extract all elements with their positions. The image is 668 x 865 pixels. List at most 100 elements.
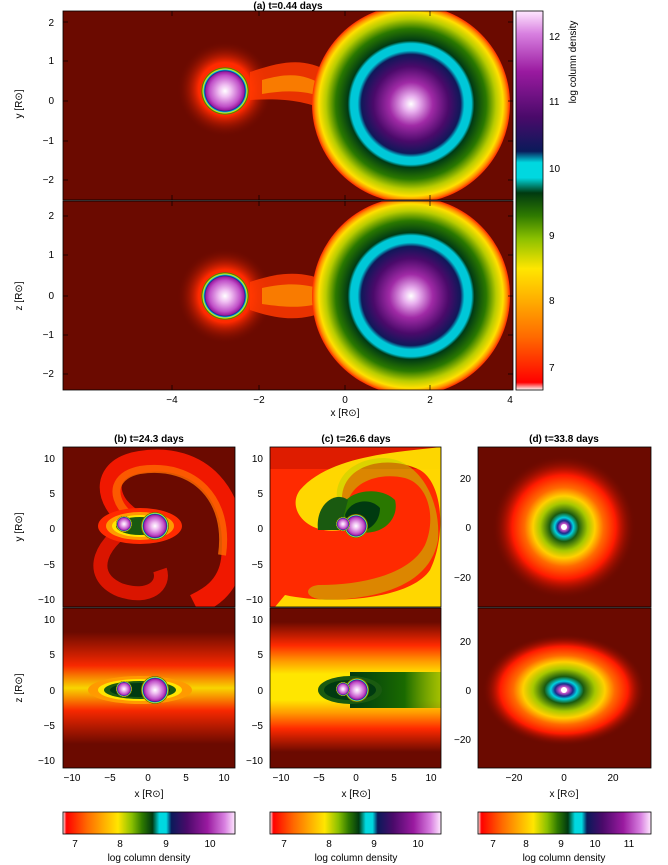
colorbar-tick-label: 12	[549, 32, 561, 43]
colorbar-tick-label: 8	[523, 839, 529, 850]
panel-b-title: (b) t=24.3 days	[114, 434, 184, 445]
tick-label: 0	[342, 395, 348, 406]
tick-label: −5	[44, 560, 56, 571]
panel-c-upper-giant	[344, 514, 368, 538]
panel-b-lower-ylabel: z [R⊙]	[14, 673, 25, 702]
panel-a-colorbar-ticks: 12 11 10 9 8 7	[549, 32, 561, 374]
tick-label: 0	[48, 291, 54, 302]
tick-label: −20	[506, 773, 523, 784]
panel-c-lower-y-ticks: 10 5 0 −5 −10	[246, 615, 263, 767]
colorbar-tick-label: 10	[549, 164, 561, 175]
panel-d-xlabel: x [R⊙]	[550, 789, 579, 800]
panel-a-colorbar-label: log column density	[568, 21, 579, 104]
tick-label: 10	[252, 615, 264, 626]
panel-d-lower-core	[561, 687, 567, 693]
panel-a-lower-giant	[312, 201, 510, 390]
tick-label: 2	[48, 211, 54, 222]
tick-label: 0	[48, 96, 54, 107]
tick-label: −10	[38, 756, 55, 767]
tick-label: −2	[43, 175, 55, 186]
tick-label: −5	[252, 560, 264, 571]
tick-label: −20	[454, 735, 471, 746]
colorbar-tick-label: 11	[549, 97, 560, 108]
panel-a-lower-plot	[63, 201, 513, 390]
panel-a-upper-compact	[201, 67, 249, 115]
tick-label: −5	[104, 773, 116, 784]
panel-c-xlabel: x [R⊙]	[342, 789, 371, 800]
tick-label: 5	[391, 773, 397, 784]
panel-d-colorbar	[477, 811, 652, 835]
tick-label: 1	[48, 56, 54, 67]
panel-d-upper-y-ticks: 20 0 −20	[454, 474, 471, 584]
tick-label: −4	[166, 395, 178, 406]
panel-b-upper-companion	[116, 516, 132, 532]
tick-label: 5	[257, 489, 263, 500]
colorbar-tick-label: 7	[72, 839, 78, 850]
colorbar-tick-label: 10	[204, 839, 216, 850]
colorbar-tick-label: 8	[549, 296, 555, 307]
tick-label: 5	[49, 650, 55, 661]
panel-c-upper-companion	[336, 517, 350, 531]
panel-a-title: (a) t=0.44 days	[253, 1, 323, 12]
panel-a-upper-ylabel: y [R⊙]	[14, 89, 25, 118]
panel-a-tick-marks	[63, 11, 513, 390]
panel-b-lower-companion	[116, 681, 132, 697]
tick-label: −2	[43, 369, 55, 380]
colorbar-tick-label: 10	[589, 839, 601, 850]
tick-label: 0	[257, 686, 263, 697]
tick-label: −10	[246, 595, 263, 606]
colorbar-tick-label: 9	[371, 839, 377, 850]
colorbar-tick-label: 10	[412, 839, 424, 850]
panel-b-colorbar-label: log column density	[108, 853, 191, 864]
tick-label: 10	[425, 773, 437, 784]
colorbar-tick-label: 8	[117, 839, 123, 850]
panel-b-colorbar-ticks: 7 8 9 10	[72, 839, 216, 850]
tick-label: −5	[252, 721, 264, 732]
panel-a-xlabel: x [R⊙]	[331, 408, 360, 419]
panel-d-lower-y-ticks: 20 0 −20	[454, 637, 471, 746]
panel-a-upper-plot	[63, 11, 513, 200]
panel-a-lower-compact	[201, 272, 249, 320]
panel-b-colorbar	[62, 811, 236, 835]
tick-label: 20	[460, 637, 472, 648]
panel-b-lower-y-ticks: 10 5 0 −5 −10	[38, 615, 55, 767]
panel-c-spiral-yellow	[275, 447, 441, 607]
tick-label: 20	[607, 773, 619, 784]
colorbar-tick-label: 7	[281, 839, 287, 850]
panel-d-colorbar-ticks: 7 8 9 10 11	[490, 839, 634, 850]
tick-label: −1	[43, 136, 55, 147]
panel-d-x-ticks: −20 0 20	[506, 773, 619, 784]
panel-c-upper-plot	[270, 447, 441, 607]
panel-c-colorbar-ticks: 7 8 9 10	[281, 839, 424, 850]
tick-label: 0	[561, 773, 567, 784]
panel-b-upper-giant	[141, 512, 169, 540]
panel-b-spiral-outer	[99, 449, 235, 607]
tick-label: −10	[38, 595, 55, 606]
colorbar-tick-label: 9	[549, 231, 555, 242]
panel-a-upper-giant	[312, 11, 510, 200]
colorbar-tick-label: 8	[326, 839, 332, 850]
panel-c-lower-plot	[270, 608, 441, 768]
tick-label: −10	[246, 756, 263, 767]
panel-b-upper-ylabel: y [R⊙]	[14, 512, 25, 541]
panel-b-xlabel: x [R⊙]	[135, 789, 164, 800]
panel-a-lower-y-ticks: 2 1 0 −1 −2	[43, 211, 55, 380]
panel-d-colorbar-label: log column density	[523, 853, 606, 864]
tick-label: −2	[253, 395, 265, 406]
tick-label: 0	[465, 523, 471, 534]
tick-label: 5	[49, 489, 55, 500]
panel-b-upper-y-ticks: 10 5 0 −5 −10	[38, 454, 55, 606]
panel-c-lower-giant	[345, 678, 369, 702]
tick-label: 10	[252, 454, 264, 465]
panel-c-upper-y-ticks: 10 5 0 −5 −10	[246, 454, 263, 606]
panel-d-upper-core	[561, 524, 567, 530]
tick-label: −5	[313, 773, 325, 784]
panel-b-x-ticks: −10 −5 0 5 10	[64, 773, 230, 784]
panel-a-upper-y-ticks: 2 1 0 −1 −2	[43, 18, 55, 186]
colorbar-tick-label: 7	[490, 839, 496, 850]
colorbar-tick-label: 9	[558, 839, 564, 850]
panel-d-upper-plot	[478, 447, 651, 607]
panel-c-lower-companion	[336, 682, 350, 696]
tick-label: 0	[353, 773, 359, 784]
panel-c-colorbar	[269, 811, 442, 835]
